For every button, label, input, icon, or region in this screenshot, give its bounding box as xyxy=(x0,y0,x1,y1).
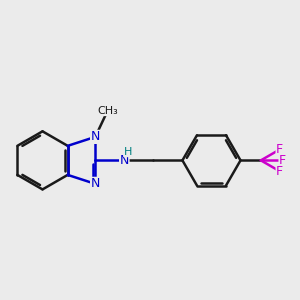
Text: N: N xyxy=(120,154,129,167)
Text: F: F xyxy=(276,143,283,156)
Text: F: F xyxy=(279,154,286,167)
Text: H: H xyxy=(124,147,132,157)
Text: N: N xyxy=(91,130,100,143)
Text: N: N xyxy=(91,177,100,190)
Text: F: F xyxy=(276,165,283,178)
Text: CH₃: CH₃ xyxy=(97,106,118,116)
